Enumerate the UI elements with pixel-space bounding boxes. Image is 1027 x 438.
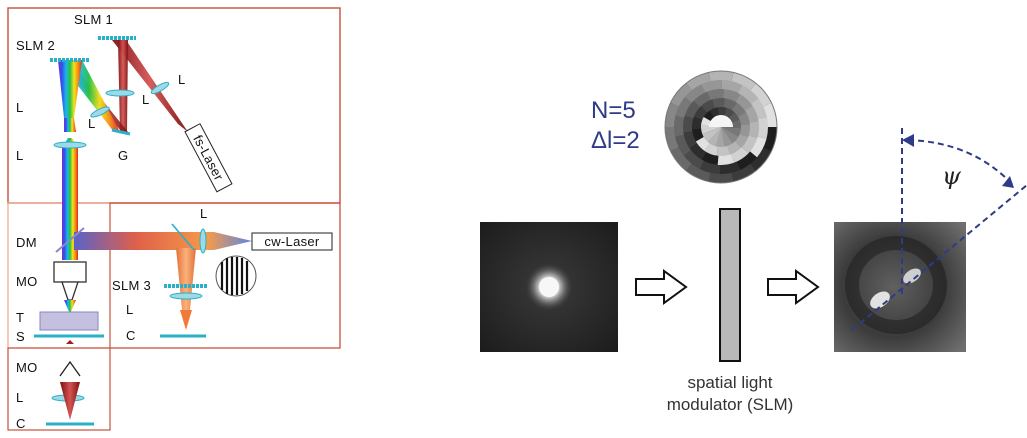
label-grating: G [118,148,128,163]
label-l8: L [16,390,24,405]
objective [53,261,87,283]
hologram-segment [715,127,724,147]
hologram-segment [701,125,721,135]
hologram-segment [707,127,721,147]
objective-tip [61,281,79,301]
label-l1: L [16,100,24,115]
lower-beam-tip [66,340,74,344]
arrow-out [767,269,820,305]
lens-1 [105,89,135,97]
label-l5: L [16,148,24,163]
sample [39,311,99,331]
label-mo-lower: MO [16,360,38,375]
hologram-segment [702,127,721,142]
hologram-segment [721,127,733,147]
lens-3 [90,106,110,118]
delta-l-label: Δl=2 [591,127,640,154]
shaping-frame [7,7,341,204]
lower-beam [60,382,80,420]
label-l7: L [126,302,134,317]
slm-caption-line2: modulator (SLM) [667,395,794,414]
output-lobe-2 [903,268,921,284]
lens-2 [150,81,170,95]
dichroic-mirror [55,227,85,253]
angle-arc [907,139,1013,185]
cw-beam-horizontal [74,232,252,250]
label-l4: L [178,72,186,87]
lens-7 [199,228,207,254]
cw-beam-focus [180,310,192,330]
output-lobe-1 [870,291,890,309]
rainbow-beam-upper [58,60,82,118]
fs-beam-2 [118,40,128,132]
input-beam-core [539,277,559,297]
slm-bar [719,208,741,362]
lower-objective [59,360,81,377]
output-beam-ring [845,236,947,334]
arrow-in [635,269,688,305]
label-mo-upper: MO [16,274,38,289]
cw-frame [109,202,341,349]
cw-beam-vertical [176,248,196,310]
label-l3: L [142,92,150,107]
fs-laser-box: fs-Laser [184,123,233,193]
slm-schematic: N=5 Δl=2 ψ spatial light modulator (SLM) [480,70,1027,414]
n-label: N=5 [591,97,636,124]
fs-beam-1 [112,40,188,132]
hologram-center [709,115,733,127]
label-dm: DM [16,235,37,250]
label-l2: L [88,116,96,131]
label-c-cw: C [126,328,136,343]
angle-arrow-left [902,134,914,147]
psi-label: ψ [942,162,962,190]
slm3-hologram [215,255,257,297]
lens-5 [169,292,203,300]
slm-caption-line1: spatial light [687,373,772,392]
label-c-lower: C [16,416,26,431]
phase-hologram [664,70,778,184]
label-t: T [16,310,24,325]
cw-laser-box [251,232,333,251]
cw-mirror [171,223,195,251]
cw-laser-label: cw-Laser [264,234,320,249]
label-l6: L [200,206,208,221]
label-slm3: SLM 3 [112,278,151,293]
hologram-segment [721,127,741,137]
angle-arrow-right [1002,176,1014,188]
hologram-segment [721,127,739,144]
lens-4 [53,141,87,149]
label-slm1: SLM 1 [74,12,113,27]
rainbow-beam-focus [64,300,76,314]
detection-frame [7,347,111,431]
label-slm2: SLM 2 [16,38,55,53]
rainbow-focus [64,118,76,132]
rotation-axis-line [851,184,1027,331]
label-s: S [16,329,25,344]
optical-setup: fs-Laser cw-Laser SLM 1 SLM 2 L L L L L … [7,7,341,431]
grating [111,128,131,136]
